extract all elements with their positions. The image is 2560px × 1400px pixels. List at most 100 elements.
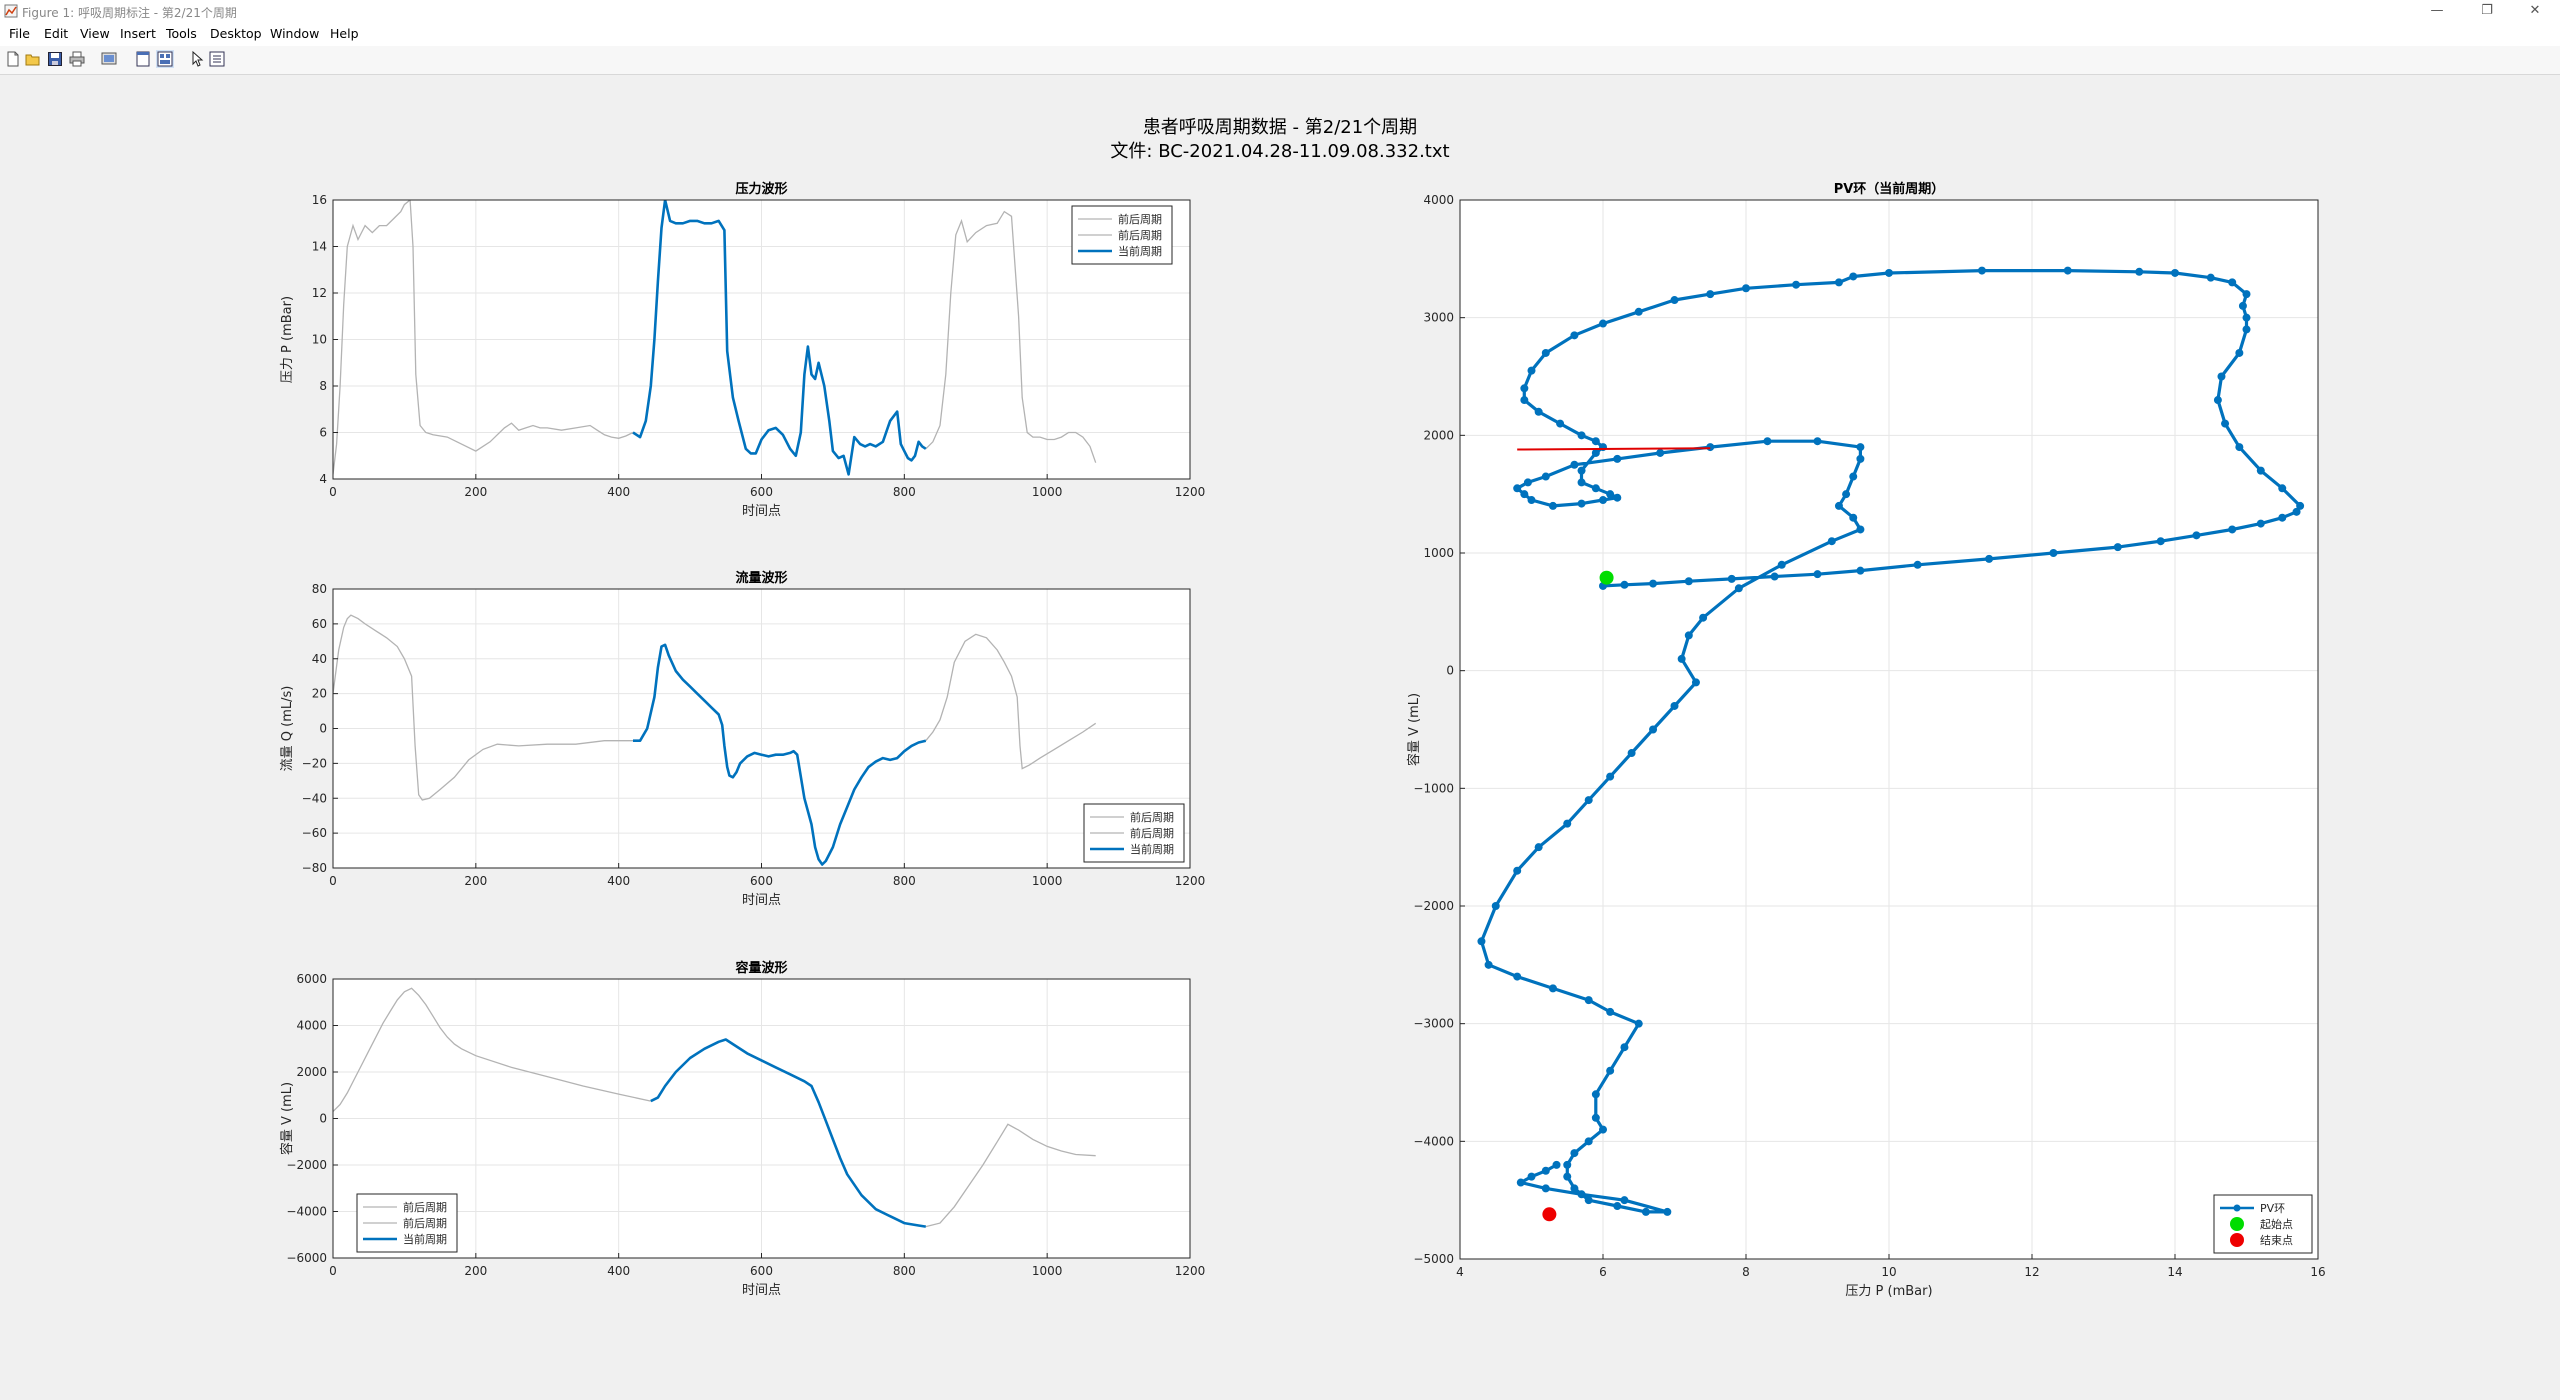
- figure-title-line1: 患者呼吸周期数据 - 第2/21个周期: [1143, 117, 1417, 138]
- pv-point: [1577, 499, 1586, 508]
- tick-label-y: 2000: [296, 1065, 327, 1079]
- pv-point: [1606, 772, 1615, 781]
- pv-point: [1534, 407, 1543, 416]
- tick-label-x: 10: [1881, 1265, 1896, 1279]
- pv-point: [1742, 284, 1750, 293]
- legend-label: 前后周期: [403, 1200, 447, 1214]
- pv-point: [1677, 654, 1686, 663]
- tick-label-y: −4000: [1413, 1134, 1454, 1148]
- tick-label-x: 1200: [1175, 874, 1206, 888]
- series-line-current: [1479, 269, 2302, 1214]
- pointer-icon[interactable]: [188, 50, 206, 68]
- print-icon[interactable]: [68, 50, 86, 68]
- pv-point: [1541, 1166, 1550, 1175]
- tick-label-x: 0: [329, 485, 337, 499]
- menu-window[interactable]: Window: [270, 26, 320, 41]
- tick-label-y: 8: [319, 379, 327, 393]
- tick-label-x: 12: [2024, 1265, 2039, 1279]
- title-bar: Figure 1: 呼吸周期标注 - 第2/21个周期 — ❐ ✕: [0, 0, 2560, 22]
- tick-label-y: −1000: [1413, 781, 1454, 795]
- chart-title: PV环（当前周期）: [1834, 181, 1945, 197]
- tick-label-y: 6: [319, 426, 327, 440]
- tick-label-y: 40: [312, 652, 327, 666]
- pv-point: [1670, 701, 1679, 710]
- pv-point: [1520, 396, 1529, 405]
- menu-view[interactable]: View: [80, 26, 110, 41]
- legend-swatch-marker: [2233, 1204, 2241, 1212]
- chart-4: 4 6 8 10 12 14 16 −5000 −4000 −3000 −2000 −1000 0 100…: [1406, 181, 2326, 1299]
- pv-point: [2256, 466, 2265, 475]
- pv-point: [1663, 1207, 1672, 1216]
- print-preview-icon[interactable]: [100, 50, 118, 68]
- pv-point: [1670, 296, 1679, 305]
- tick-label-x: 4: [1456, 1265, 1464, 1279]
- tile-icon[interactable]: [156, 50, 174, 68]
- menu-desktop[interactable]: Desktop: [210, 26, 262, 41]
- pv-point: [1913, 560, 1922, 569]
- pv-point: [1684, 577, 1693, 586]
- y-axis-label: 压力 P (mBar): [280, 296, 295, 383]
- window-title: Figure 1: 呼吸周期标注 - 第2/21个周期: [22, 6, 237, 20]
- close-button[interactable]: ✕: [2529, 3, 2541, 18]
- property-editor-icon[interactable]: [208, 50, 226, 68]
- new-figure-icon[interactable]: [4, 50, 22, 68]
- pv-point: [2063, 266, 2072, 275]
- pv-point: [1484, 960, 1493, 969]
- series-line-context: [925, 210, 1097, 463]
- legend-label: 当前周期: [403, 1232, 447, 1246]
- pv-point: [1541, 348, 1550, 357]
- tick-label-y: −4000: [286, 1205, 327, 1219]
- pv-point: [1520, 384, 1529, 393]
- pv-point: [2221, 419, 2230, 428]
- menu-tools[interactable]: Tools: [166, 26, 197, 41]
- tick-label-x: 0: [329, 874, 337, 888]
- tick-label-x: 1000: [1032, 874, 1063, 888]
- pv-point: [1534, 843, 1543, 852]
- tick-label-x: 1200: [1175, 1264, 1206, 1278]
- y-axis-label: 容量 V (mL): [279, 1082, 295, 1155]
- menu-file[interactable]: File: [9, 26, 30, 41]
- pv-point: [1570, 1149, 1579, 1158]
- pv-point: [1527, 1172, 1536, 1181]
- tick-label-y: −2000: [286, 1158, 327, 1172]
- tick-label-x: 0: [329, 1264, 337, 1278]
- pv-point: [1620, 580, 1629, 589]
- pv-point: [1563, 1172, 1572, 1181]
- restore-button[interactable]: ❐: [2481, 3, 2493, 18]
- tick-label-x: 16: [2310, 1265, 2325, 1279]
- pv-point: [2292, 507, 2301, 516]
- pv-point: [1477, 937, 1486, 946]
- tick-label-y: 1000: [1423, 546, 1454, 560]
- series-line-context: [333, 614, 633, 801]
- save-icon[interactable]: [46, 50, 64, 68]
- start-point: [1599, 570, 1614, 585]
- pv-point: [1977, 266, 1986, 275]
- dock-icon[interactable]: [134, 50, 152, 68]
- pv-point: [1584, 1137, 1593, 1146]
- pv-point: [1706, 290, 1715, 299]
- tick-label-x: 14: [2167, 1265, 2182, 1279]
- tick-label-y: −5000: [1413, 1252, 1454, 1266]
- menu-help[interactable]: Help: [330, 26, 359, 41]
- tick-label-y: −60: [302, 826, 327, 840]
- minimize-button[interactable]: —: [2430, 3, 2444, 18]
- end-point: [1542, 1207, 1557, 1222]
- tick-label-x: 600: [750, 1264, 773, 1278]
- pv-point: [2278, 513, 2287, 522]
- menu-insert[interactable]: Insert: [120, 26, 156, 41]
- pv-point: [1591, 484, 1600, 493]
- pv-point: [1613, 454, 1622, 463]
- pv-point: [2235, 348, 2244, 357]
- pv-point: [1606, 1066, 1615, 1075]
- open-file-icon[interactable]: [24, 50, 42, 68]
- menu-edit[interactable]: Edit: [44, 26, 69, 41]
- tick-label-y: 60: [312, 617, 327, 631]
- series-group: [333, 200, 1097, 476]
- pv-point: [1727, 574, 1736, 583]
- pv-point: [1691, 678, 1700, 687]
- tick-label-x: 1000: [1032, 485, 1063, 499]
- tick-label-x: 200: [464, 485, 487, 499]
- pv-point: [1834, 278, 1843, 287]
- toolbar: [0, 46, 2560, 75]
